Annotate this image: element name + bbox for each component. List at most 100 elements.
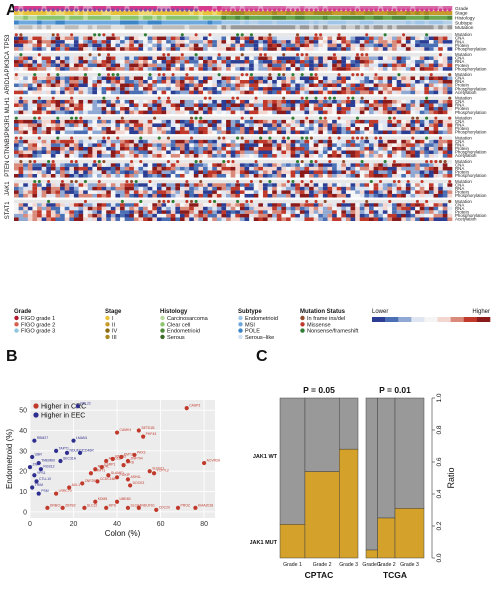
heatmap-cell (244, 60, 250, 64)
heatmap-cell (138, 186, 144, 191)
heatmap-cell (359, 183, 365, 187)
heatmap-cell (382, 103, 388, 108)
heatmap-cell (382, 80, 388, 84)
heatmap-cell (87, 193, 93, 198)
mutation-dot (166, 199, 171, 204)
heatmap-cell (230, 40, 236, 44)
heatmap-cell (392, 166, 397, 171)
heatmap-cell (230, 193, 236, 198)
mutation-dot (268, 33, 272, 37)
top-track-cell (244, 20, 250, 25)
top-track-dot (406, 8, 410, 12)
heatmap-cell (110, 90, 116, 95)
heatmap-cell (304, 47, 310, 51)
heatmap-cell (299, 217, 305, 221)
heatmap-cell (221, 90, 227, 95)
legend-swatch (14, 322, 19, 327)
heatmap-cell (341, 36, 347, 41)
heatmap-cell (415, 83, 421, 88)
heatmap-cell (299, 67, 305, 71)
mutation-dot (295, 160, 300, 164)
mutation-dot (360, 136, 364, 140)
heatmap-cell (405, 103, 411, 108)
heatmap-cell (433, 139, 439, 144)
heatmap-cell (129, 40, 135, 44)
heatmap-cell (415, 127, 421, 131)
heatmap-cell (396, 203, 402, 207)
heatmap-cell (281, 143, 287, 147)
heatmap-cell (410, 217, 416, 221)
top-track-cell (221, 10, 227, 15)
top-track-cell (87, 6, 93, 11)
heatmap-cell (143, 193, 149, 198)
data-point (175, 505, 181, 510)
heatmap-cell (96, 186, 102, 191)
heatmap-cell (96, 150, 102, 155)
heatmap-cell (189, 154, 195, 158)
heatmap-cell (106, 40, 112, 44)
heatmap-cell (101, 67, 107, 71)
heatmap-cell (147, 123, 153, 127)
mutation-dot (19, 33, 23, 37)
heatmap-cell (41, 47, 47, 51)
heatmap-cell (336, 170, 342, 174)
mutation-dot (300, 73, 304, 77)
heatmap-cell (212, 203, 218, 207)
heatmap-cell (101, 107, 107, 111)
heatmap-cell (41, 203, 47, 207)
heatmap-cell (106, 139, 112, 144)
mutation-dot (157, 73, 161, 77)
top-track-cell (355, 6, 361, 11)
heatmap-cell (184, 103, 190, 108)
heatmap-cell (304, 90, 310, 95)
heatmap-cell (18, 76, 24, 80)
mutation-dot (19, 53, 23, 57)
heatmap-cell (313, 60, 319, 64)
heatmap-cell (433, 87, 439, 91)
legend-swatch (238, 328, 243, 333)
heatmap-cell (96, 67, 102, 71)
heatmap-cell (147, 103, 153, 108)
heatmap-cell (221, 186, 227, 191)
heatmap-cell (120, 210, 125, 214)
heatmap-cell (50, 56, 56, 61)
top-track-cell (179, 25, 185, 30)
mutation-dot (157, 136, 161, 140)
heatmap-cell (295, 127, 301, 131)
top-track-cell (110, 15, 116, 20)
mutation-dot (365, 33, 369, 37)
heatmap-cell (32, 67, 38, 71)
heatmap-cell (166, 166, 172, 171)
top-track-cell (32, 10, 38, 15)
heatmap-row-label: Phosphorylation (455, 66, 487, 71)
heatmap-cell (69, 103, 75, 108)
heatmap-cell (373, 203, 379, 207)
heatmap-cell (442, 139, 448, 144)
heatmap-cell (355, 83, 361, 88)
heatmap-cell (198, 36, 204, 41)
heatmap-cell (295, 83, 301, 88)
heatmap-cell (170, 154, 176, 158)
heatmap-cell (304, 150, 310, 155)
heatmap-cell (345, 217, 351, 221)
heatmap-cell (258, 87, 264, 91)
heatmap-row-label: Mutation (455, 159, 472, 164)
heatmap-cell (198, 43, 204, 48)
heatmap-cell (373, 76, 379, 80)
heatmap-cell (327, 67, 333, 71)
heatmap-cell (83, 103, 89, 108)
heatmap-cell (50, 47, 56, 51)
heatmap-cell (253, 186, 259, 191)
heatmap-cell (115, 190, 121, 194)
heatmap-cell (129, 43, 135, 48)
heatmap-cell (96, 40, 102, 44)
heatmap-cell (207, 183, 213, 187)
top-track-cell (156, 20, 162, 25)
heatmap-cell (428, 127, 434, 131)
heatmap-cell (166, 76, 172, 80)
heatmap-cell (152, 150, 158, 155)
heatmap-cell (133, 170, 139, 174)
heatmap-cell (69, 206, 75, 211)
heatmap-cell (207, 193, 213, 198)
heatmap-cell (249, 80, 255, 84)
